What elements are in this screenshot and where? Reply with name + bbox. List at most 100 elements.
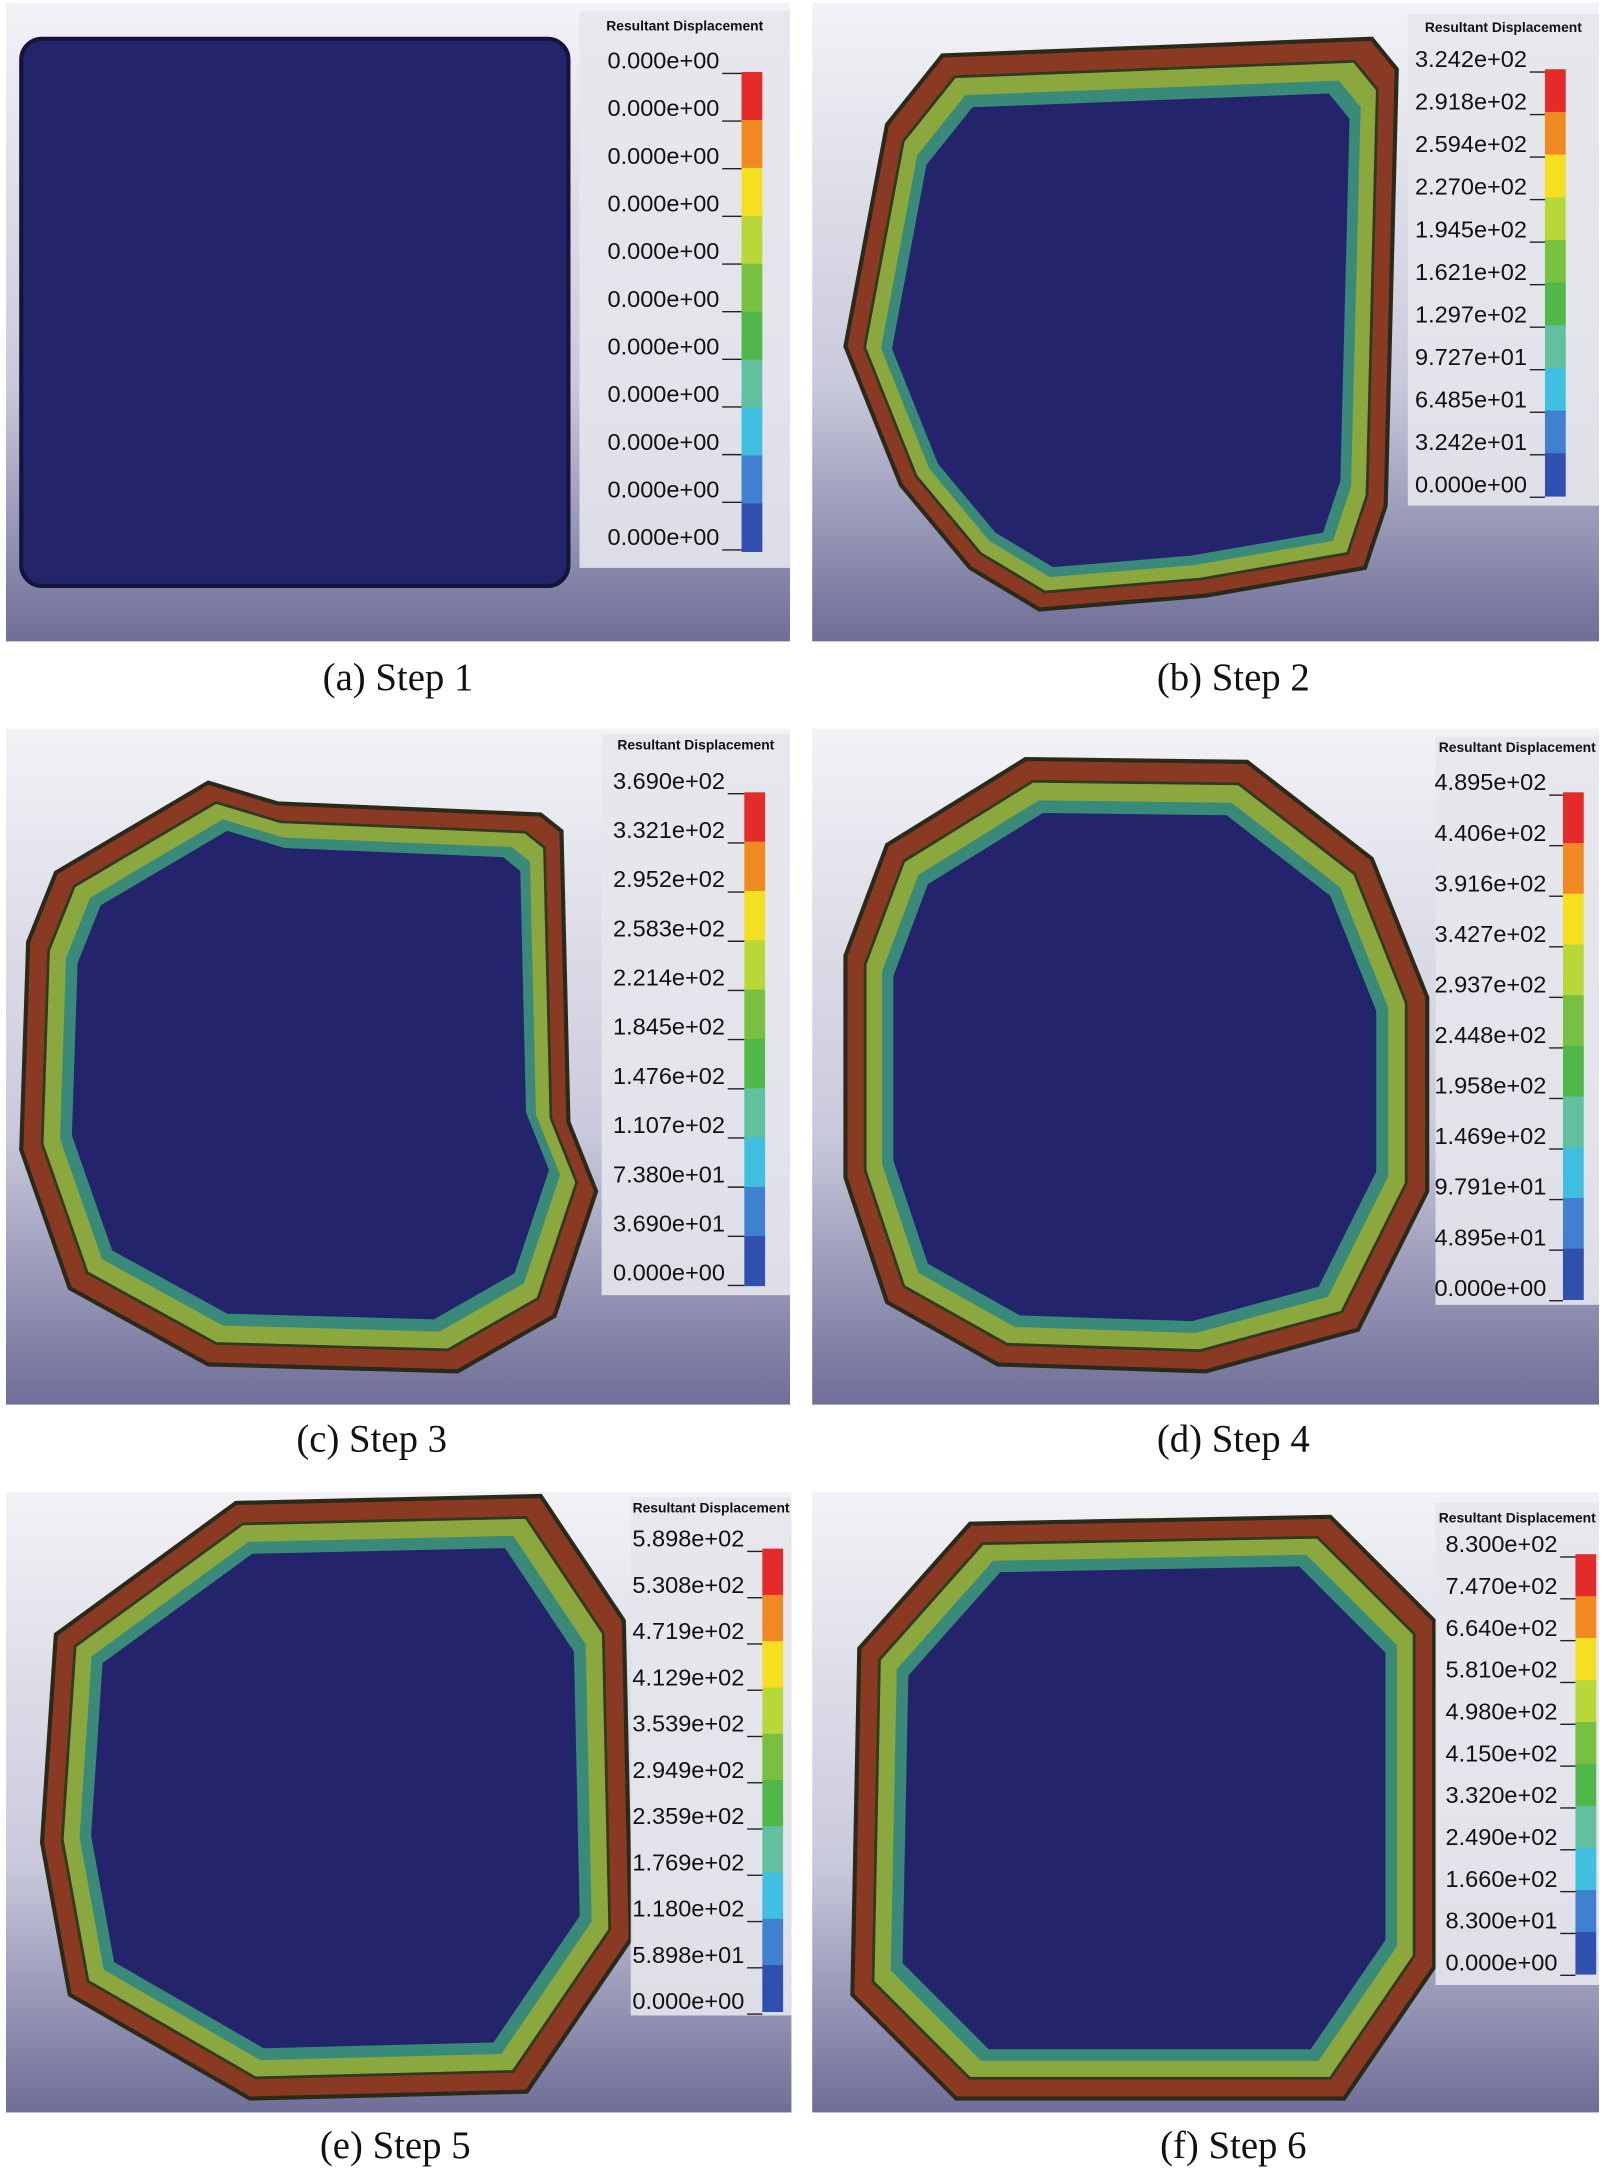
legend-color: [744, 1137, 766, 1188]
legend-label: 7.380e+01: [613, 1161, 725, 1187]
caption: (b) Step 2: [1157, 656, 1310, 699]
mesh: [893, 812, 1377, 1322]
legend-color: [762, 1641, 784, 1689]
legend-label: 4.150e+02: [1446, 1740, 1558, 1766]
legend-color: [741, 167, 763, 217]
mesh: [19, 36, 571, 589]
legend-color: [741, 119, 763, 169]
legend-label: 5.810e+02: [1446, 1657, 1558, 1683]
legend-label: 2.448e+02: [1434, 1022, 1546, 1048]
legend-title: Resultant Displacement: [1439, 739, 1596, 755]
legend-color: [1575, 1680, 1597, 1723]
legend-color: [762, 1548, 784, 1596]
legend-color: [741, 263, 763, 313]
legend-label: 4.719e+02: [632, 1618, 744, 1644]
legend-color: [741, 311, 763, 361]
legend-label: 1.621e+02: [1415, 259, 1527, 285]
legend-label: 1.769e+02: [632, 1849, 744, 1875]
legend-label: 1.180e+02: [632, 1896, 744, 1922]
panel: Resultant Displacement 0.000e+00 0.000e+00…: [6, 2, 791, 699]
panel: Resultant Displacement 5.898e+02 5.308e+02…: [6, 1491, 792, 2167]
legend-label: 4.129e+02: [632, 1664, 744, 1690]
legend-label: 4.406e+02: [1434, 820, 1546, 846]
legend-label: 2.594e+02: [1415, 131, 1527, 157]
mesh: [902, 1566, 1386, 2050]
legend-color: [762, 1733, 784, 1781]
legend-color: [744, 1038, 766, 1089]
legend-label: 0.000e+00: [607, 191, 719, 217]
legend-label: 2.270e+02: [1415, 174, 1527, 200]
legend-color: [1562, 1096, 1584, 1148]
legend-label: 1.845e+02: [613, 1014, 725, 1040]
legend-label: 2.937e+02: [1434, 971, 1546, 997]
legend-label: 3.690e+01: [613, 1210, 725, 1236]
legend-label: 1.297e+02: [1415, 301, 1527, 327]
legend-label: 1.469e+02: [1434, 1123, 1546, 1149]
legend-label: 2.952e+02: [613, 866, 725, 892]
legend-label: 3.320e+02: [1446, 1782, 1558, 1808]
legend-label: 3.690e+02: [613, 768, 725, 794]
legend-color: [762, 1687, 784, 1735]
legend-label: 0.000e+00: [607, 381, 719, 407]
legend-color: [1544, 111, 1566, 156]
legend-label: 1.945e+02: [1415, 216, 1527, 242]
legend-title: Resultant Displacement: [617, 736, 774, 752]
legend-color: [762, 1918, 784, 1966]
legend-color: [1544, 453, 1566, 497]
legend-color: [1575, 1931, 1597, 1975]
legend-color: [1575, 1638, 1597, 1681]
legend-label: 0.000e+00: [607, 429, 719, 455]
legend-label: 0.000e+00: [1434, 1275, 1546, 1301]
legend-label: 2.214e+02: [613, 965, 725, 991]
legend-label: 9.727e+01: [1415, 344, 1527, 370]
legend-color: [741, 407, 763, 457]
legend-color: [1575, 1764, 1597, 1807]
legend-color: [1544, 197, 1566, 241]
legend-color: [1544, 410, 1566, 454]
legend-label: 3.321e+02: [613, 817, 725, 843]
legend-color: [741, 72, 763, 121]
legend-color: [1562, 1248, 1584, 1301]
legend-color: [744, 841, 766, 892]
legend-color: [1544, 239, 1566, 284]
legend-color: [744, 1088, 766, 1139]
legend-color: [741, 359, 763, 409]
legend-color: [1544, 325, 1566, 369]
legend-label: 5.898e+01: [632, 1942, 744, 1968]
panel: Resultant Displacement 3.690e+02 3.321e+02…: [6, 728, 791, 1461]
legend-color: [1575, 1596, 1597, 1639]
legend-label: 4.895e+02: [1434, 769, 1546, 795]
legend-color: [1562, 1045, 1584, 1098]
legend-label: 0.000e+00: [1415, 471, 1527, 497]
legend-label: 8.300e+02: [1446, 1531, 1558, 1557]
legend-box: [1407, 13, 1599, 506]
legend-label: 0.000e+00: [607, 95, 719, 121]
legend-label: 2.583e+02: [613, 915, 725, 941]
panel: Resultant Displacement 8.300e+02 7.470e+02…: [812, 1491, 1599, 2167]
legend-label: 0.000e+00: [607, 524, 719, 550]
legend-color: [1544, 154, 1566, 198]
legend-color: [741, 503, 763, 553]
legend-color: [1575, 1806, 1597, 1849]
legend-color: [744, 1236, 766, 1287]
legend-label: 4.980e+02: [1446, 1698, 1558, 1724]
legend-label: 2.490e+02: [1446, 1824, 1558, 1850]
panel: Resultant Displacement 3.242e+02 2.918e+02…: [812, 2, 1599, 699]
legend-color: [744, 940, 766, 991]
mesh: [891, 93, 1350, 568]
legend-title: Resultant Displacement: [606, 17, 763, 33]
legend-label: 3.427e+02: [1434, 921, 1546, 947]
legend-label: 2.359e+02: [632, 1803, 744, 1829]
legend-label: 6.640e+02: [1446, 1615, 1558, 1641]
legend-color: [744, 792, 766, 843]
legend-label: 5.898e+02: [632, 1526, 744, 1552]
legend-color: [1544, 367, 1566, 412]
legend-color: [744, 989, 766, 1040]
legend-label: 2.918e+02: [1415, 89, 1527, 115]
legend-color: [1575, 1554, 1597, 1597]
legend-label: 0.000e+00: [632, 1988, 744, 2014]
legend-label: 0.000e+00: [607, 286, 719, 312]
legend-color: [1544, 69, 1566, 113]
caption: (c) Step 3: [296, 1418, 447, 1461]
